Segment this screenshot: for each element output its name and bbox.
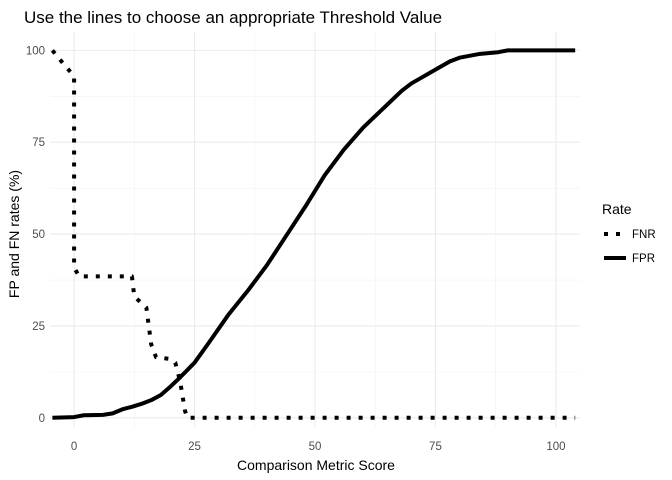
y-tick-label: 0	[39, 413, 45, 425]
chart-title: Use the lines to choose an appropriate T…	[24, 8, 442, 27]
tick-labels: 0 25 50 75 100 0 25 50 75 100	[26, 45, 566, 453]
y-tick-label: 75	[32, 137, 45, 149]
y-tick-label: 25	[32, 321, 45, 333]
legend-title: Rate	[602, 201, 632, 217]
x-tick-label: 75	[429, 441, 442, 453]
x-axis-label: Comparison Metric Score	[237, 457, 395, 473]
legend-items: FNR FPR	[604, 229, 656, 265]
legend-label-fnr: FNR	[632, 229, 656, 241]
x-tick-label: 100	[546, 441, 565, 453]
grid-layer	[50, 32, 580, 427]
series-layer	[50, 48, 576, 420]
y-tick-label: 100	[26, 45, 45, 57]
legend: Rate FNR FPR	[602, 201, 656, 265]
series-line-fpr	[52, 48, 576, 420]
x-tick-label: 50	[309, 441, 322, 453]
legend-label-fpr: FPR	[632, 253, 655, 265]
x-tick-label: 25	[188, 441, 201, 453]
y-tick-label: 50	[32, 229, 45, 241]
y-axis-label: FP and FN rates (%)	[6, 170, 22, 298]
x-tick-label: 0	[71, 441, 77, 453]
